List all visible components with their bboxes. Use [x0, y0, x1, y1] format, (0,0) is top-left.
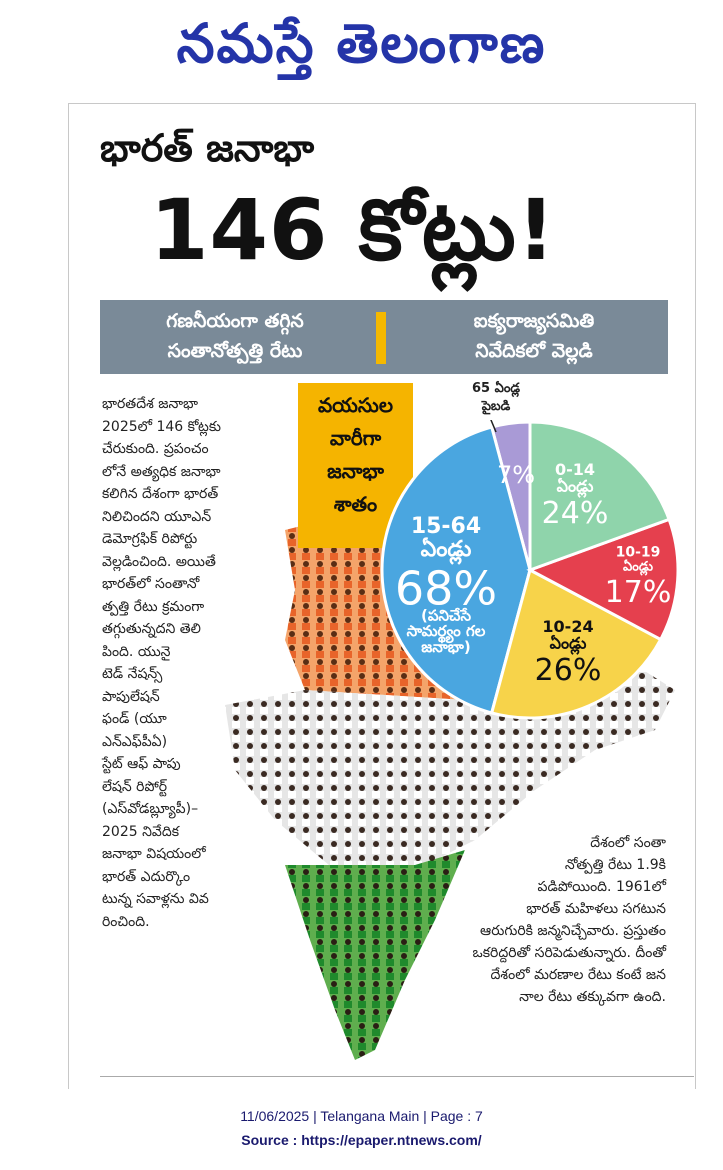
box-line: జనాభా [327, 459, 384, 483]
pie-category-label: ఏండ్లు [557, 477, 594, 499]
body-left-line: తగ్గుతున్నదని తెలి [102, 621, 201, 637]
body-left-line: భారత్‌లో సంతానో [102, 576, 200, 592]
pie-category-label: 15-64 [411, 514, 481, 539]
map-white [225, 665, 675, 870]
banner-left-line: గణనీయంగా తగ్గిన [166, 310, 304, 332]
body-left-line: త్పత్తి రేటు క్రమంగా [102, 598, 205, 615]
body-left-line: లేషన్ రిపోర్ట్ [102, 778, 168, 795]
pie-category-label: ఏండ్లు [623, 558, 653, 576]
age65-label: 65 ఏండ్ల పైబడి [436, 380, 556, 416]
age65-line: పైబడి [481, 399, 511, 414]
pie-slice [528, 420, 671, 573]
banner-left: గణనీయంగా తగ్గిన సంతానోత్పత్తి రేటు [100, 306, 370, 366]
pie-value-label: 7% [497, 461, 535, 489]
pie-slice [526, 517, 680, 642]
body-right-line: దేశంలో సంతా [590, 835, 666, 851]
body-left-line: పాపులేషన్ [102, 688, 160, 705]
bottom-rule [100, 1076, 694, 1077]
banner-separator [376, 312, 386, 364]
body-left-line: భారత్ ఎదుర్కొం [102, 868, 191, 885]
body-right-line: పడిపోయింది. 1961లో [537, 879, 667, 895]
body-left-line: 2025లో 146 కోట్లకు [102, 418, 221, 435]
footer-source: Source : https://epaper.ntnews.com/ [241, 1132, 482, 1148]
body-right-line: ఆరుగురికి జన్మనిచ్చేవారు. ప్రస్తుతం [480, 923, 666, 939]
body-left-line: (ఎస్‌వోడబ్ల్యూపీ)– [102, 801, 199, 817]
age-pie-chart: 0-14ఏండ్లు24%10-19ఏండ్లు17%10-24ఏండ్లు26… [380, 420, 680, 720]
body-left-line: రించింది. [102, 913, 150, 930]
pie-category-label: 0-14 [555, 460, 595, 479]
pie-slice [489, 567, 663, 720]
pie-slice [380, 425, 532, 715]
body-left-line: టున్న సవాళ్లను వివ [102, 891, 209, 907]
box-line: వయసుల [317, 393, 394, 417]
body-left-line: డెమోగ్రఫిక్ రిపోర్టు [102, 531, 198, 547]
pie-value-label: 68% [395, 562, 497, 616]
pie-category-label: జనాభా) [421, 638, 471, 656]
headline-line2: 146 కోట్లు! [150, 181, 557, 279]
box-line: శాతం [333, 492, 378, 516]
pie-category-label: 10-19 [616, 545, 661, 561]
body-right-line: దేశంలో మరణాల రేటు కంటే జన [490, 967, 666, 983]
pie-category-label: ఏండ్లు [550, 634, 587, 656]
subhead-banner: గణనీయంగా తగ్గిన సంతానోత్పత్తి రేటు ఐక్యర… [100, 300, 668, 374]
banner-right-line: నివేదికలో వెల్లడి [475, 340, 593, 362]
body-left-line: భారతదేశ జనాభా [102, 396, 199, 412]
pie-category-label: సామర్థ్యం గల [407, 622, 486, 644]
headline-line1: భారత్ జనాభా [100, 126, 315, 170]
body-right-line: భారత్ మహిళలు సగటున [526, 901, 666, 917]
article-frame [68, 103, 696, 1089]
map-green [285, 850, 465, 1060]
pie-value-label: 26% [535, 653, 602, 688]
banner-right: ఐక్యరాజ్యసమితి నివేదికలో వెల్లడి [400, 306, 668, 366]
body-left-line: ఫండ్ (యూ [102, 711, 167, 727]
body-text-right: దేశంలో సంతా నోత్పత్తి రేటు 1.9కి పడిపోయింద… [404, 832, 666, 1008]
body-left-line: నిలిచిందని యూఎన్ [102, 508, 212, 525]
masthead: నమస్తే తెలంగాణ [176, 11, 547, 75]
body-left-line: లోనే అత్యధిక జనాభా [102, 463, 221, 480]
banner-left-line: సంతానోత్పత్తి రేటు [167, 340, 303, 362]
body-right-line: ఒకరిద్దరితో సరిపెడుతున్నారు. దీంతో [472, 945, 666, 961]
body-right-line: నాల రేటు తక్కువగా ఉంది. [519, 989, 666, 1005]
pie-value-label: 24% [542, 496, 609, 531]
body-left-line: జనాభా విషయంలో [102, 846, 206, 862]
body-left-line: టెడ్ నేషన్స్ [102, 666, 163, 682]
pie-category-label: (పనిచేసే [421, 606, 471, 624]
body-left-line: చేరుకుంది. ప్రపంచం [102, 441, 209, 457]
body-left-line: 2025 నివేదిక [102, 823, 180, 840]
age65-arrow [490, 420, 497, 433]
banner-right-line: ఐక్యరాజ్యసమితి [473, 310, 595, 332]
pie-value-label: 17% [605, 575, 672, 610]
body-text-left: భారతదేశ జనాభా 2025లో 146 కోట్లకు చేరుకుంది… [102, 393, 282, 933]
body-left-line: స్టేట్ ఆఫ్ పాపు [102, 756, 181, 772]
pie-category-label: ఏండ్లు [421, 537, 472, 565]
footer-date-page: 11/06/2025 | Telangana Main | Page : 7 [240, 1108, 483, 1124]
age-groups-label-box: వయసుల వారీగా జనాభా శాతం [298, 383, 413, 548]
body-left-line: ఎన్ఎఫ్‌పీఏ) [102, 733, 168, 750]
pie-category-label: 10-24 [542, 617, 593, 636]
body-left-line: పింది. యునై [102, 643, 171, 660]
body-left-line: వెల్లడించింది. అయితే [102, 553, 216, 570]
box-line: వారీగా [329, 426, 382, 450]
body-right-line: నోత్పత్తి రేటు 1.9కి [564, 857, 666, 873]
age65-line: 65 ఏండ్ల [471, 381, 521, 396]
body-left-line: కలిగిన దేశంగా భారత్ [102, 486, 219, 502]
